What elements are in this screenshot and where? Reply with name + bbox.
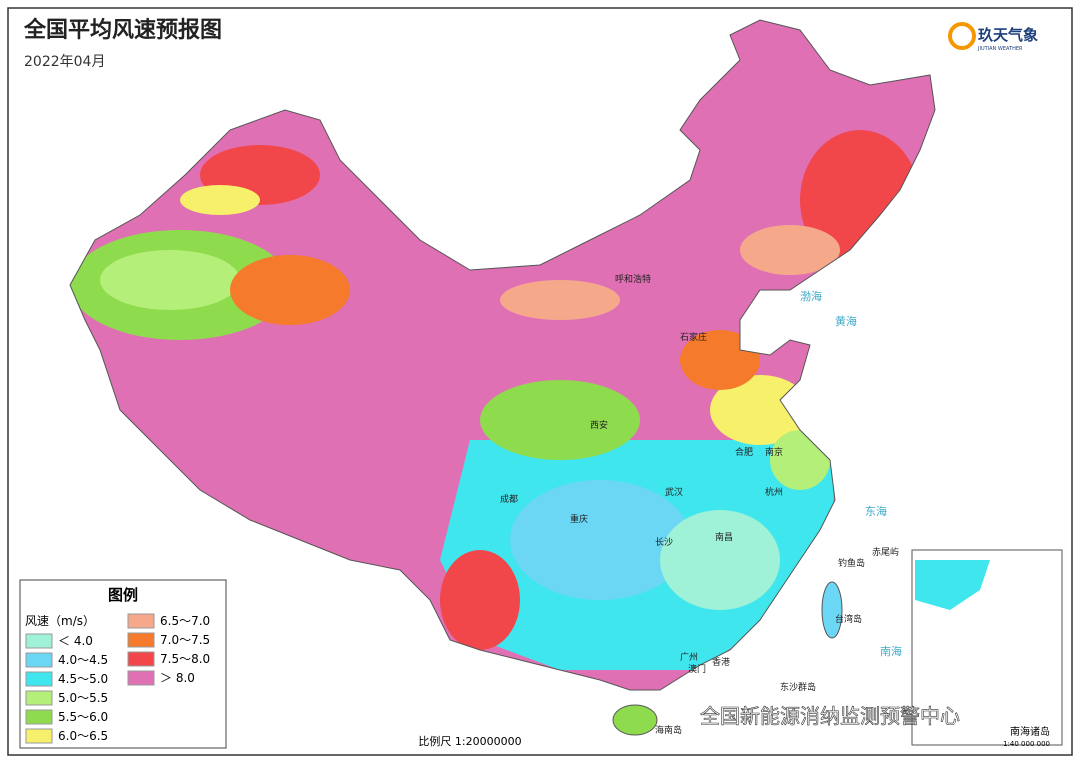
hainan bbox=[612, 704, 658, 736]
legend-swatch bbox=[127, 632, 155, 648]
inset-frame bbox=[911, 549, 1063, 746]
place-label: 广州 bbox=[680, 651, 698, 663]
legend-label: 7.0～7.5 bbox=[160, 633, 210, 647]
place-label: 石家庄 bbox=[680, 331, 707, 343]
scale: 比例尺 1:20000000 bbox=[418, 734, 521, 748]
logo-icon bbox=[948, 22, 976, 50]
sea-label: 黄海 bbox=[835, 314, 857, 328]
legend-label: 7.5～8.0 bbox=[160, 652, 210, 666]
place-label: 澳门 bbox=[688, 663, 706, 675]
legend-label: 4.0～4.5 bbox=[58, 653, 108, 667]
legend-title: 图例 bbox=[108, 586, 138, 604]
place-label: 东沙群岛 bbox=[780, 681, 816, 693]
legend-label: ＞ 8.0 bbox=[160, 671, 195, 685]
place-label: 重庆 bbox=[570, 513, 588, 525]
legend-swatch bbox=[25, 690, 53, 706]
legend-swatch bbox=[25, 709, 53, 725]
place-label: 长沙 bbox=[655, 536, 673, 548]
inset-scale: 1:40 000 000 bbox=[1003, 740, 1050, 748]
legend-box bbox=[19, 579, 227, 749]
place-label: 合肥 bbox=[735, 446, 753, 458]
place-label: 呼和浩特 bbox=[615, 273, 651, 285]
place-label: 赤尾屿 bbox=[872, 547, 899, 558]
legend-swatch bbox=[127, 613, 155, 629]
legend-label: 6.5～7.0 bbox=[160, 614, 210, 628]
place-label: 西安 bbox=[590, 419, 608, 431]
legend-swatch bbox=[127, 651, 155, 667]
legend-swatch bbox=[25, 671, 53, 687]
sea-label: 渤海 bbox=[800, 289, 822, 303]
place-label: 海南岛 bbox=[655, 724, 682, 736]
subtitle: 2022年04月 bbox=[24, 54, 105, 70]
legend-label: 4.5～5.0 bbox=[58, 672, 108, 686]
legend-swatch bbox=[25, 633, 53, 649]
place-label: 钓鱼岛 bbox=[838, 557, 865, 569]
sea-label: 南海 bbox=[880, 644, 902, 658]
legend-label: 5.0～5.5 bbox=[58, 691, 108, 705]
place-label: 成都 bbox=[500, 493, 518, 505]
legend-label: 5.5～6.0 bbox=[58, 710, 108, 724]
title: 全国平均风速预报图 bbox=[23, 17, 222, 43]
legend-swatch bbox=[127, 670, 155, 686]
legend: 图例 风速（m/s） ＜ 4.0 4.0～4.5 4.5～5.0 5.0～5.5 5.5… bbox=[19, 579, 227, 749]
place-label: 南京 bbox=[765, 446, 783, 458]
legend-swatch bbox=[25, 652, 53, 668]
watermark: 全国新能源消纳监测预警中心 bbox=[700, 704, 960, 728]
logo-name: 玖天气象 bbox=[978, 26, 1038, 44]
logo-sub: JIUTIAN WEATHER bbox=[977, 46, 1023, 52]
place-label: 香港 bbox=[712, 656, 730, 668]
legend-label: ＜ 4.0 bbox=[58, 634, 93, 648]
legend-label: 6.0～6.5 bbox=[58, 729, 108, 743]
place-label: 武汉 bbox=[665, 486, 683, 498]
sea-label: 东海 bbox=[865, 504, 887, 518]
place-label: 南昌 bbox=[715, 531, 733, 543]
place-label: 台湾岛 bbox=[835, 613, 862, 625]
legend-swatch bbox=[25, 728, 53, 744]
taiwan bbox=[821, 581, 843, 639]
inset-label: 南海诸岛 bbox=[1010, 725, 1050, 738]
legend-unit: 风速（m/s） bbox=[25, 614, 95, 628]
inset-land bbox=[915, 560, 990, 610]
place-label: 杭州 bbox=[765, 486, 783, 498]
